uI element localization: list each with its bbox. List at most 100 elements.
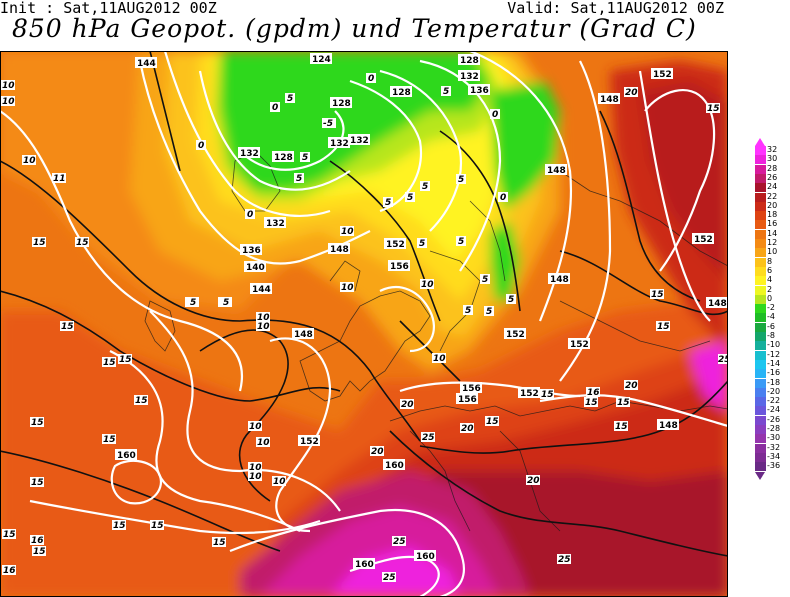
svg-text:128: 128 (332, 99, 351, 109)
contour-label: 148 (292, 328, 314, 340)
legend-label: -8 (767, 331, 775, 340)
svg-text:128: 128 (274, 153, 293, 163)
svg-text:10: 10 (273, 477, 286, 487)
svg-text:152: 152 (653, 70, 672, 80)
temp-label: 25 (382, 572, 396, 583)
contour-label: 152 (651, 68, 673, 80)
legend-row: -26 (755, 415, 790, 425)
legend-row: 30 (755, 154, 790, 165)
temp-label: 15 (212, 537, 226, 548)
legend-swatch (755, 266, 766, 276)
temp-label: 15 (30, 417, 44, 428)
legend-row: -28 (755, 424, 790, 434)
temp-label: 10 (1, 96, 15, 107)
legend-label: -36 (767, 461, 781, 471)
legend-row: -18 (755, 378, 790, 388)
svg-text:20: 20 (371, 447, 384, 457)
legend-swatch (755, 462, 766, 472)
svg-text:15: 15 (617, 398, 630, 408)
legend-swatch (755, 406, 766, 416)
legend-label: 4 (767, 275, 773, 285)
svg-text:152: 152 (570, 340, 589, 350)
svg-text:5: 5 (419, 239, 425, 249)
svg-text:16: 16 (31, 536, 44, 546)
temperature-labels: 10 10 10 11 15 15 15 15 15 15 15 15 15 1… (1, 73, 728, 583)
svg-text:15: 15 (213, 538, 226, 548)
svg-text:15: 15 (486, 417, 499, 427)
temp-label: 5 (285, 93, 295, 104)
svg-text:20: 20 (527, 476, 540, 486)
legend-swatch (755, 192, 766, 202)
temp-label: 0 (270, 102, 280, 113)
temp-label: 10 (256, 321, 270, 332)
temp-label: 20 (624, 87, 638, 98)
legend-swatch (755, 294, 766, 304)
temp-label: 15 (75, 237, 89, 248)
svg-text:5: 5 (287, 94, 293, 104)
legend-row: -34 (755, 451, 790, 462)
chart-header: Init : Sat,11AUG2012 00Z Valid: Sat,11AU… (0, 0, 790, 50)
legend-row: 28 (755, 164, 790, 174)
legend-label: -34 (767, 451, 781, 461)
temp-label: 15 (614, 421, 628, 432)
legend-swatch (755, 183, 766, 193)
legend-row: 14 (755, 229, 790, 239)
svg-text:15: 15 (151, 521, 164, 531)
legend-label: -24 (767, 405, 781, 415)
contour-label: 132 (348, 134, 370, 146)
temp-label: 10 (340, 282, 354, 293)
temp-label: 25 (392, 536, 406, 547)
legend-swatch (755, 201, 766, 211)
temp-label: 15 (102, 357, 116, 368)
temp-label: -5 (322, 118, 336, 129)
legend-swatch (755, 164, 766, 174)
legend-label: 18 (767, 210, 778, 220)
contour-label: 132 (238, 147, 260, 159)
svg-text:148: 148 (600, 95, 619, 105)
svg-text:5: 5 (465, 306, 471, 316)
temp-label: 15 (584, 397, 598, 408)
legend-label: 2 (767, 284, 773, 294)
legend-row: -30 (755, 433, 790, 444)
legend-swatch (755, 378, 766, 388)
svg-text:5: 5 (486, 307, 492, 317)
legend-swatch (755, 239, 766, 248)
legend-swatch (755, 220, 766, 230)
svg-text:5: 5 (458, 237, 464, 247)
temp-label: 5 (300, 152, 310, 163)
svg-text:152: 152 (386, 240, 405, 250)
svg-text:124: 124 (312, 55, 331, 65)
temp-label: 0 (490, 109, 500, 120)
svg-text:132: 132 (330, 139, 349, 149)
temp-label: 15 (30, 477, 44, 488)
legend-swatch (755, 350, 766, 360)
temp-label: 16 (586, 387, 600, 398)
isotherms (0, 51, 728, 557)
temp-label: 16 (30, 535, 44, 546)
svg-text:15: 15 (31, 418, 44, 428)
legend-row: -24 (755, 405, 790, 416)
svg-text:132: 132 (460, 72, 479, 82)
legend-swatch (755, 434, 766, 444)
legend-label: 30 (767, 154, 778, 164)
legend-label: 32 (767, 145, 778, 154)
temp-label: 10 (420, 279, 434, 290)
temp-label: 20 (460, 423, 474, 434)
svg-text:15: 15 (657, 322, 670, 332)
svg-text:15: 15 (33, 547, 46, 557)
legend-label: 16 (767, 219, 778, 229)
svg-text:5: 5 (443, 87, 449, 97)
legend-top-arrow-icon (755, 138, 765, 146)
legend-row: -6 (755, 322, 790, 332)
legend-label: 20 (767, 200, 778, 210)
temp-label: 10 (256, 312, 270, 323)
legend-label: 12 (767, 238, 778, 247)
legend-label: -32 (767, 442, 781, 452)
temp-label: 15 (32, 237, 46, 248)
svg-text:160: 160 (117, 451, 136, 461)
legend-label: -2 (767, 303, 775, 313)
temp-label: 10 (432, 353, 446, 364)
svg-text:25: 25 (393, 537, 406, 547)
temp-label: 20 (400, 399, 414, 410)
svg-text:10: 10 (257, 322, 270, 332)
